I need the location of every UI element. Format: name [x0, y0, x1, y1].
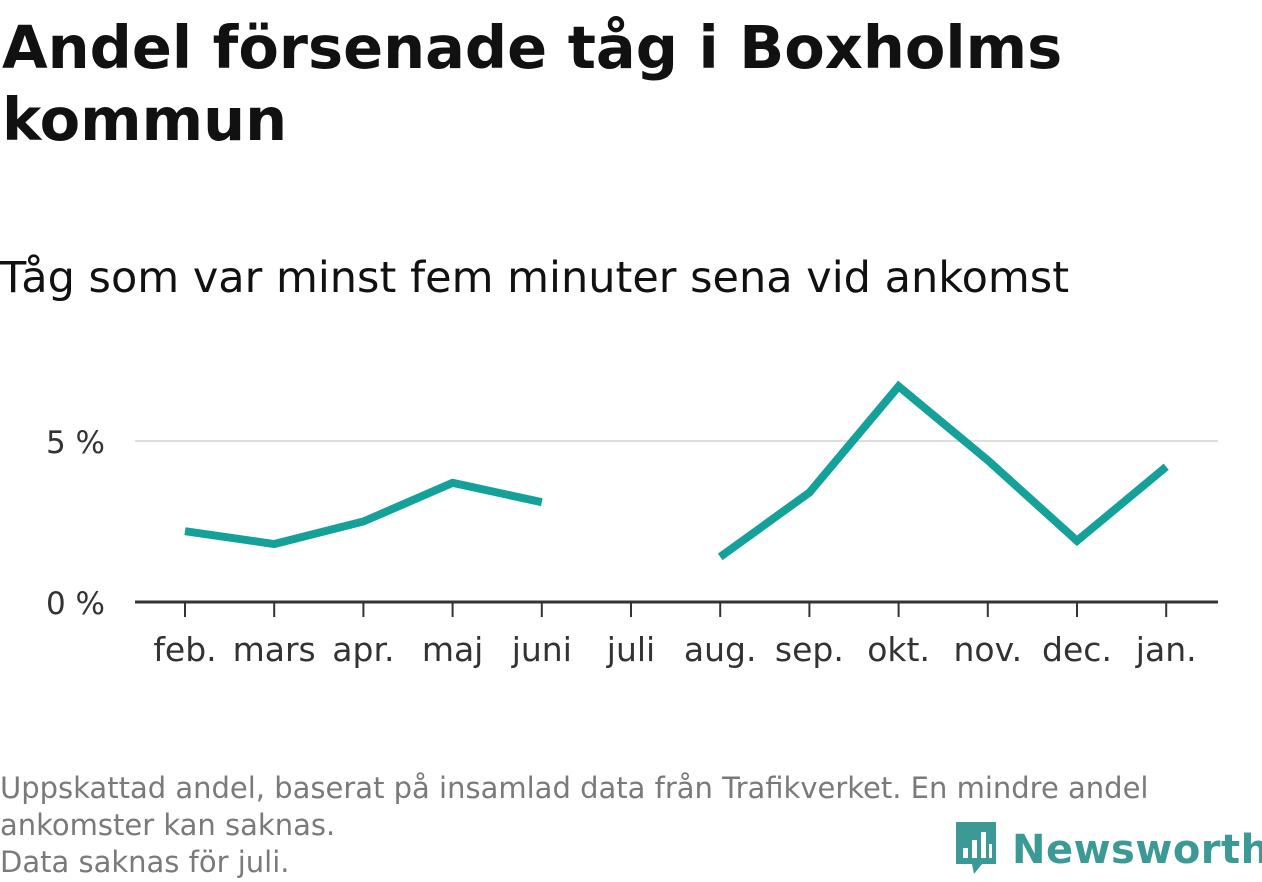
- chart-title: Andel försenade tåg i Boxholms kommun: [2, 13, 1063, 154]
- x-tick-label: sep.: [775, 630, 844, 669]
- x-tick-label: feb.: [153, 630, 216, 669]
- footnote-line-3: Data saknas för juli.: [0, 845, 290, 879]
- x-tick-label: okt.: [867, 630, 930, 669]
- newsworthy-logo: Newsworthy: [952, 818, 1262, 882]
- footnote-line-1: Uppskattad andel, baserat på insamlad da…: [0, 771, 1149, 805]
- series-line: [717, 380, 1169, 561]
- x-tick-label: jan.: [1135, 630, 1197, 669]
- footnote: Uppskattad andel, baserat på insamlad da…: [0, 770, 1250, 881]
- x-tick-label: mars: [233, 630, 316, 669]
- x-tick-label: juli: [606, 630, 655, 669]
- chart-subtitle: Tåg som var minst fem minuter sena vid a…: [0, 253, 1070, 303]
- x-tick-label: apr.: [332, 630, 394, 669]
- x-tick-label: maj: [422, 630, 484, 669]
- x-tick-label: nov.: [954, 630, 1023, 669]
- y-tick-label: 5 %: [46, 425, 105, 461]
- logo-text: Newsworthy: [1012, 827, 1262, 873]
- bar-chart-speech-icon: [952, 818, 1000, 882]
- footnote-line-2: ankomster kan saknas.: [0, 808, 336, 842]
- line-chart: 0 % 5 % feb. mars apr. maj juni juli aug. sep. okt…: [46, 380, 1218, 669]
- x-tick-label: dec.: [1042, 630, 1112, 669]
- y-tick-label: 0 %: [46, 586, 105, 622]
- x-tick-label: aug.: [684, 630, 757, 669]
- x-tick-label: juni: [511, 630, 572, 669]
- series-line: [184, 478, 543, 549]
